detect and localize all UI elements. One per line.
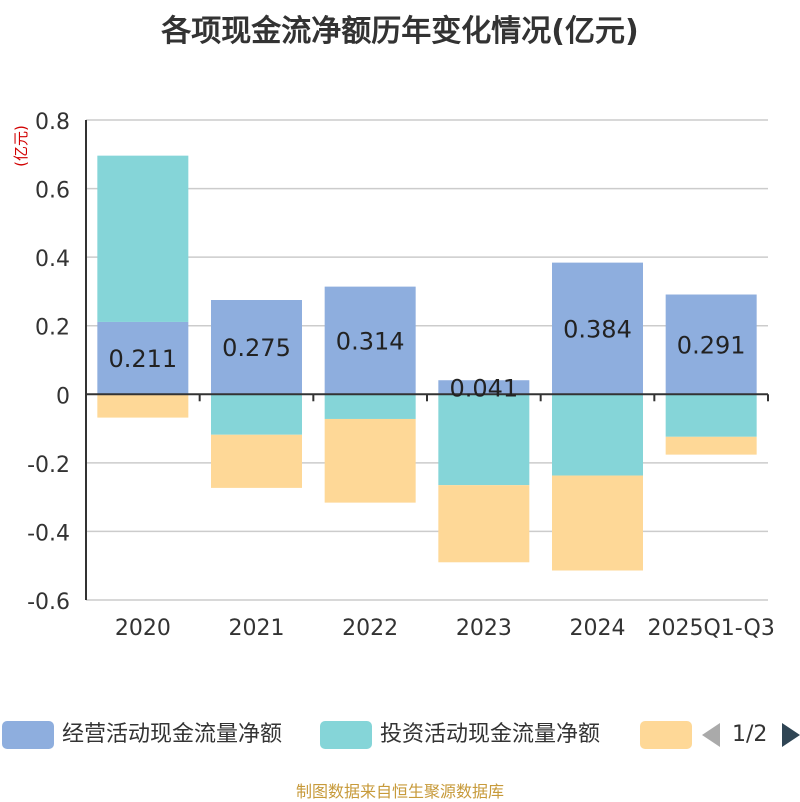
- y-tick-label: -0.6: [27, 590, 70, 615]
- x-tick-label-2025Q1-Q3: 2025Q1-Q3: [647, 616, 774, 641]
- bar-series1-2025Q1-Q3: [665, 394, 757, 437]
- bar-series1-2022: [324, 394, 416, 419]
- data-label-2025Q1-Q3: 0.291: [677, 331, 746, 359]
- data-label-2021: 0.275: [222, 334, 291, 362]
- x-tick-label-2024: 2024: [570, 616, 626, 641]
- bar-series2-2021: [211, 434, 302, 488]
- bar-series1-2023: [438, 394, 530, 486]
- bar-series0-2021: [211, 300, 302, 395]
- y-tick-label: 0.6: [35, 179, 70, 204]
- bar-series0-2020: [97, 321, 189, 395]
- y-tick-label: 0.8: [35, 110, 70, 135]
- legend-pager: 1/2: [702, 719, 800, 751]
- y-axis-label: (亿元): [12, 125, 30, 167]
- bar-series1-2021: [211, 394, 302, 435]
- x-tick-label-2020: 2020: [115, 616, 171, 641]
- chart-title: 各项现金流净额历年变化情况(亿元): [161, 14, 639, 49]
- data-label-2022: 0.314: [336, 327, 405, 355]
- legend-label-operating: 经营活动现金流量净额: [62, 722, 283, 747]
- bar-series2-2022: [324, 418, 416, 503]
- bar-series2-2024: [552, 475, 643, 571]
- bar-series0-2024: [552, 262, 643, 395]
- bar-series1-2024: [552, 394, 643, 476]
- legend-swatch-operating: [2, 721, 54, 749]
- source-note: 制图数据来自恒生聚源数据库: [295, 782, 504, 801]
- chart-plot: 0.8 0.6 0.4 0.2 0 -0.2 -0.4 -0.6 (亿元) 0.211 0.275 0…: [12, 110, 775, 641]
- legend-prev-icon[interactable]: [702, 723, 720, 747]
- y-tick-label: 0: [56, 384, 70, 409]
- y-tick-label: 0.4: [35, 247, 70, 272]
- x-tick-label-2023: 2023: [456, 616, 512, 641]
- data-label-2024: 0.384: [563, 315, 632, 343]
- bar-series2-2025Q1-Q3: [665, 436, 757, 455]
- bar-series0-2025Q1-Q3: [665, 294, 757, 395]
- bar-series0-2023: [438, 380, 530, 395]
- data-label-2020: 0.211: [108, 345, 177, 373]
- legend-page-indicator: 1/2: [732, 722, 768, 747]
- x-tick-label-2022: 2022: [342, 616, 398, 641]
- legend-next-icon[interactable]: [782, 723, 800, 747]
- data-label-2023: 0.041: [449, 374, 518, 402]
- bar-series2-2023: [438, 485, 530, 563]
- bar-series1-2020: [97, 155, 189, 322]
- legend-label-investing: 投资活动现金流量净额: [380, 722, 601, 747]
- legend-swatch-investing: [320, 721, 372, 749]
- legend: 经营活动现金流量净额 投资活动现金流量净额 1/2: [0, 715, 800, 755]
- y-tick-label: -0.4: [27, 521, 70, 546]
- bar-series0-2022: [324, 286, 416, 395]
- x-tick-label-2021: 2021: [229, 616, 285, 641]
- bar-series2-2020: [97, 394, 189, 418]
- y-tick-label: 0.2: [35, 316, 70, 341]
- legend-swatch-financing: [640, 721, 692, 749]
- y-tick-label: -0.2: [27, 453, 70, 478]
